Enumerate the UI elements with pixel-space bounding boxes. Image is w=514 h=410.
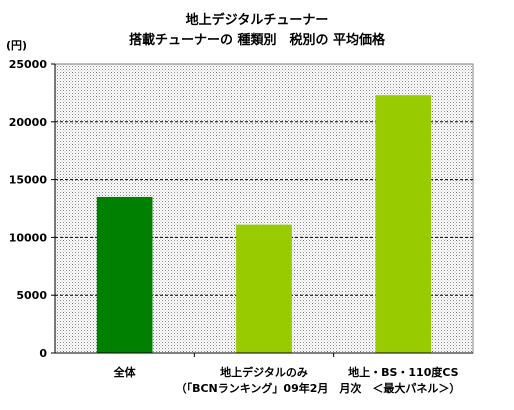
bar (375, 95, 432, 353)
y-tick-label: 15000 (9, 174, 48, 187)
y-axis-unit: (円) (6, 39, 27, 52)
y-tick-label: 0 (39, 347, 47, 360)
y-tick-label: 10000 (9, 231, 48, 244)
chart-title-line1: 地上デジタルチューナー (186, 12, 329, 28)
x-tick-label: 地上・BS・110度CS (348, 365, 459, 379)
y-tick-label: 20000 (9, 116, 48, 129)
bar (96, 196, 153, 353)
x-tick-label: 地上デジタルのみ (220, 365, 308, 379)
x-tick-label: 全体 (113, 365, 137, 379)
y-tick-label: 5000 (16, 289, 47, 302)
bar (236, 224, 292, 353)
x-axis-labels: 全体 地上デジタルのみ 地上・BS・110度CS (113, 353, 459, 379)
bars (96, 95, 432, 353)
y-axis-ticks: 0 5000 10000 15000 20000 25000 (9, 58, 55, 360)
y-tick-label: 25000 (9, 58, 48, 71)
chart-title-line2: 搭載チューナーの 種類別 税別の 平均価格 (129, 32, 386, 48)
source-note: （「BCNランキング」09年2月 月次 ＜最大パネル＞） (176, 381, 461, 395)
